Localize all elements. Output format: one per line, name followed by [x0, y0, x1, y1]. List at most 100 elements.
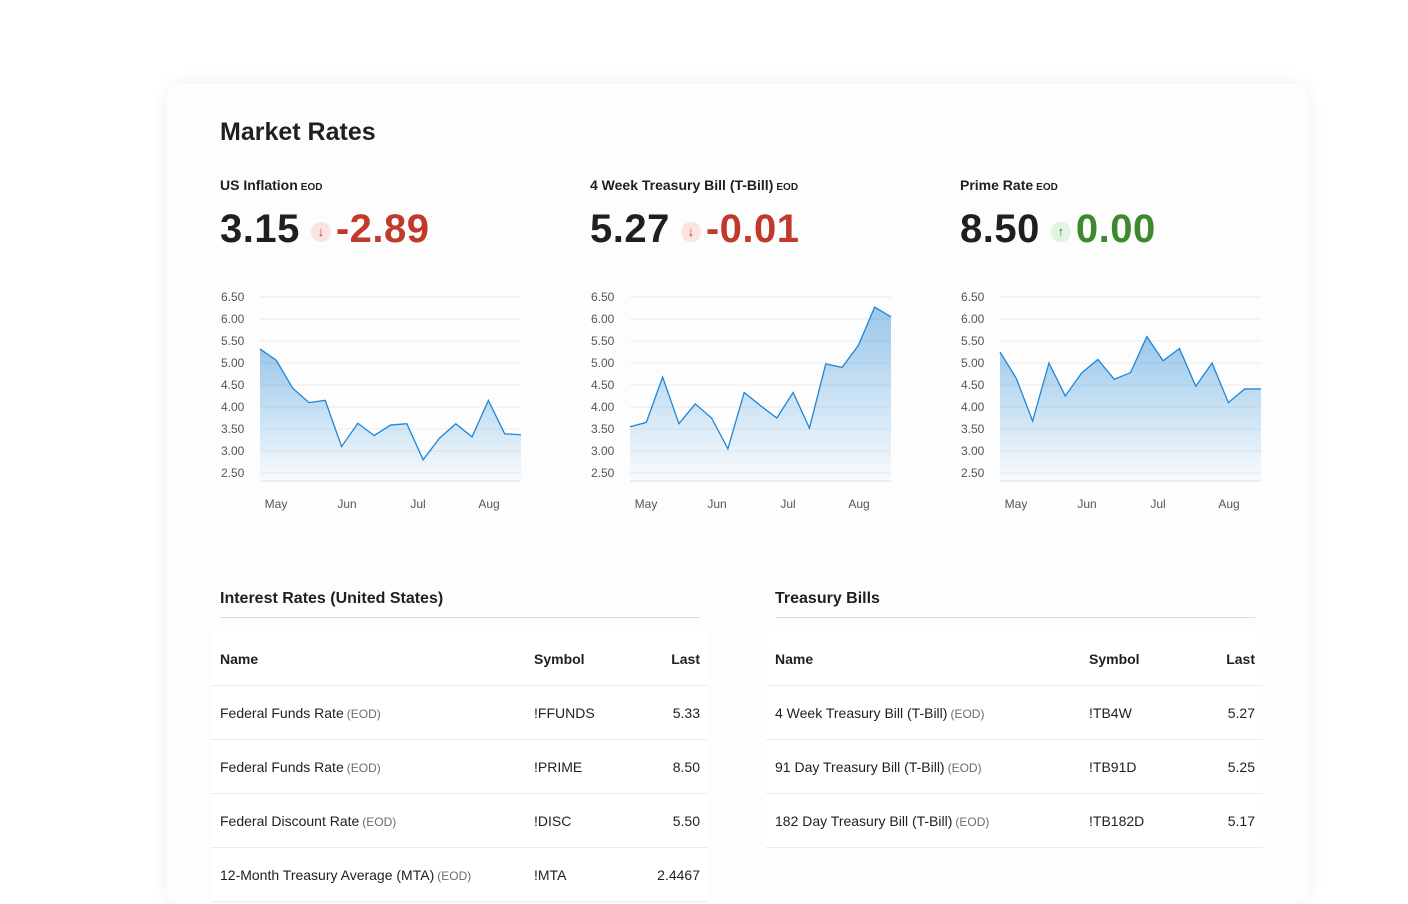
x-tick-label: Jun [337, 497, 356, 511]
rate-title[interactable]: 4 Week Treasury Bill (T-Bill) EOD [590, 177, 910, 193]
cell-name: 182 Day Treasury Bill (T-Bill) (EOD) [766, 813, 989, 829]
cell-last: 5.17 [1227, 812, 1255, 829]
name-text: 91 Day Treasury Bill (T-Bill) [775, 758, 945, 775]
rate-title-label: Prime Rate [960, 177, 1034, 193]
name-text: Name [775, 650, 814, 667]
name-text: 4 Week Treasury Bill (T-Bill) [775, 704, 948, 721]
interest-rates-table: Name Symbol Last Federal Funds Rate (EOD) !FF… [211, 632, 708, 902]
name-text: Federal Discount Rate [220, 812, 360, 829]
name-text: Federal Funds Rate [220, 758, 344, 775]
interest-rates-section: Interest Rates (United States) Name Symbo… [211, 590, 708, 902]
column-header-last: Last [671, 650, 700, 667]
y-tick-label: 3.50 [221, 422, 245, 436]
cell-symbol: !MTA [534, 866, 567, 883]
y-tick-label: 2.50 [961, 466, 985, 480]
x-tick-label: Aug [1218, 497, 1239, 511]
table-row[interactable]: Federal Funds Rate (EOD) !FFUNDS 5.33 [211, 686, 708, 740]
y-tick-label: 5.00 [221, 356, 245, 370]
y-tick-label: 4.50 [591, 378, 615, 392]
eod-tag: (EOD) [346, 706, 381, 721]
table-header-row: Name Symbol Last [766, 632, 1263, 686]
rate-change: -2.89 [335, 207, 430, 251]
y-tick-label: 5.50 [591, 334, 615, 348]
eod-tag: (EOD) [947, 760, 982, 775]
cell-name: Federal Funds Rate (EOD) [211, 705, 381, 721]
series-line [999, 335, 1261, 424]
x-tick-label: Jul [410, 497, 425, 511]
table-row[interactable]: 12-Month Treasury Average (MTA) (EOD) !MTA… [211, 848, 708, 902]
eod-tag: (EOD) [362, 814, 397, 829]
cell-name: 4 Week Treasury Bill (T-Bill) (EOD) [766, 705, 984, 721]
cell-symbol: !TB91D [1089, 758, 1137, 775]
arrow-up-icon: ↑ [1050, 221, 1071, 242]
y-tick-label: 5.50 [961, 334, 985, 348]
x-tick-label: May [635, 497, 658, 511]
column-header-symbol: Symbol [1089, 650, 1140, 667]
name-text: 12-Month Treasury Average (MTA) [220, 866, 435, 883]
x-tick-label: Aug [848, 497, 869, 511]
series-line [629, 306, 892, 451]
series-line [259, 348, 522, 462]
x-tick-label: May [1005, 497, 1028, 511]
rate-title-label: US Inflation [220, 177, 298, 193]
column-header-symbol: Symbol [534, 650, 585, 667]
eod-label: EOD [1036, 182, 1058, 193]
y-tick-label: 4.50 [961, 378, 985, 392]
y-tick-label: 3.00 [221, 444, 245, 458]
x-tick-label: Jul [780, 497, 795, 511]
y-tick-label: 6.00 [221, 312, 245, 326]
y-tick-label: 3.00 [961, 444, 985, 458]
cell-name: Federal Discount Rate (EOD) [211, 813, 396, 829]
rate-block-4-week-tbill: 4 Week Treasury Bill (T-Bill) EOD 5.27 ↓ … [590, 177, 910, 527]
y-tick-label: 6.50 [591, 290, 615, 304]
arrow-down-icon: ↓ [310, 221, 331, 242]
cell-name: Federal Funds Rate (EOD) [211, 759, 381, 775]
series-area [1000, 336, 1261, 481]
table-row[interactable]: 4 Week Treasury Bill (T-Bill) (EOD) !TB4W 5… [766, 686, 1263, 740]
rate-title[interactable]: Prime Rate EOD [960, 177, 1280, 193]
y-tick-label: 6.00 [961, 312, 985, 326]
cell-symbol: !TB4W [1089, 704, 1132, 721]
y-tick-label: 5.50 [221, 334, 245, 348]
series-area [260, 348, 521, 481]
y-tick-label: 3.50 [591, 422, 615, 436]
rate-chart[interactable]: 6.50 6.00 5.50 5.00 4.50 4.00 3.50 3.00 2.50 May J… [210, 287, 530, 527]
cell-name: 91 Day Treasury Bill (T-Bill) (EOD) [766, 759, 982, 775]
cell-last: 8.50 [672, 758, 700, 775]
table-row[interactable]: Federal Discount Rate (EOD) !DISC 5.50 [211, 794, 708, 848]
rate-value: 5.27 [590, 207, 670, 251]
rate-values: 3.15 ↓ -2.89 [220, 207, 430, 252]
table-row[interactable]: Federal Funds Rate (EOD) !PRIME 8.50 [211, 740, 708, 794]
rate-chart[interactable]: 6.50 6.00 5.50 5.00 4.50 4.00 3.50 3.00 2.50 May J… [580, 287, 900, 527]
eod-tag: (EOD) [346, 760, 381, 775]
cell-symbol: !DISC [534, 812, 572, 829]
y-tick-label: 4.00 [221, 400, 245, 414]
treasury-bills-section: Treasury Bills Name Symbol Last 4 Week Trea… [766, 590, 1263, 848]
rate-change: -0.01 [705, 207, 800, 251]
rate-title[interactable]: US Inflation EOD [220, 177, 540, 193]
rate-block-us-inflation: US Inflation EOD 3.15 ↓ -2.89 6.50 6.00 5.5… [220, 177, 540, 527]
y-tick-label: 6.00 [591, 312, 615, 326]
name-text: 182 Day Treasury Bill (T-Bill) [775, 812, 953, 829]
rate-values: 5.27 ↓ -0.01 [590, 207, 800, 252]
cell-last: 5.33 [672, 704, 700, 721]
rate-chart[interactable]: 6.50 6.00 5.50 5.00 4.50 4.00 3.50 3.00 2.50 May J… [950, 287, 1270, 527]
table-row[interactable]: 182 Day Treasury Bill (T-Bill) (EOD) !TB18… [766, 794, 1263, 848]
cell-symbol: !PRIME [534, 758, 583, 775]
y-tick-label: 4.00 [961, 400, 985, 414]
x-tick-label: Jun [1077, 497, 1096, 511]
table-row[interactable]: 91 Day Treasury Bill (T-Bill) (EOD) !TB91D… [766, 740, 1263, 794]
eod-label: EOD [300, 182, 323, 193]
x-tick-label: Jun [707, 497, 726, 511]
column-header-last: Last [1226, 650, 1255, 667]
name-text: Federal Funds Rate [220, 704, 344, 721]
rate-values: 8.50 ↑ 0.00 [960, 207, 1156, 252]
rate-block-prime-rate: Prime Rate EOD 8.50 ↑ 0.00 6.50 6.00 5.50 5.… [960, 177, 1280, 527]
y-tick-label: 3.00 [591, 444, 615, 458]
y-tick-label: 4.50 [221, 378, 245, 392]
rate-value: 8.50 [960, 207, 1040, 251]
y-tick-label: 5.00 [961, 356, 985, 370]
market-rates-card: Market Rates US Inflation EOD 3.15 ↓ -2.8… [167, 84, 1308, 904]
eod-label: EOD [776, 182, 799, 193]
column-header-name: Name [766, 651, 813, 667]
